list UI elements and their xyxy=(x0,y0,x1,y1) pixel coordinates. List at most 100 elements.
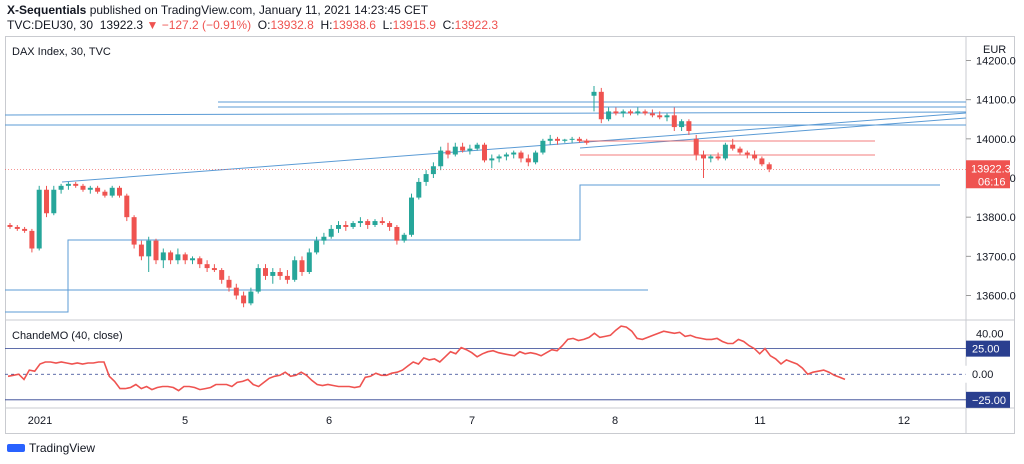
candle-body xyxy=(759,158,765,165)
candle-body xyxy=(109,187,115,196)
symbol-quote: TVC:DEU30, 30 13922.3 ▼ −127.2 (−0.91%) … xyxy=(7,18,498,32)
candle-body xyxy=(255,268,261,292)
candle-body xyxy=(182,254,188,261)
candle-body xyxy=(744,152,750,155)
candle-body xyxy=(489,158,495,161)
low-value: 13915.9 xyxy=(392,18,436,32)
trend-line-2 xyxy=(579,117,967,149)
candle-body xyxy=(525,158,531,163)
candle-body xyxy=(664,115,670,118)
last-price-tag xyxy=(966,160,1010,189)
time-tick-label: 11 xyxy=(754,415,765,427)
candle-body xyxy=(401,234,407,241)
candle-body xyxy=(693,138,699,155)
candle-body xyxy=(752,154,758,159)
down-arrow-icon: ▼ xyxy=(146,18,159,32)
candle-body xyxy=(36,189,42,249)
candle-body xyxy=(80,185,86,190)
candle-body xyxy=(160,252,166,261)
candle-body xyxy=(708,156,714,159)
candle-body xyxy=(387,223,393,227)
level-tag-label: 25.00 xyxy=(972,344,1000,356)
candle-body xyxy=(117,187,122,196)
countdown-label: 06:16 xyxy=(978,176,1006,188)
candle-body xyxy=(606,111,612,120)
candle-body xyxy=(766,164,772,170)
level-tag xyxy=(965,365,1011,383)
candle-body xyxy=(511,152,517,155)
candle-body xyxy=(102,191,108,196)
candle-body xyxy=(452,146,458,155)
candle-body xyxy=(299,260,305,272)
candle-body xyxy=(219,270,225,280)
candle-body xyxy=(416,181,422,198)
indicator-levels xyxy=(5,348,966,401)
candle-body xyxy=(679,121,685,128)
time-tick-label: 12 xyxy=(898,415,910,427)
candle-body xyxy=(146,240,152,257)
price-tick-label: 13800.0 xyxy=(976,212,1016,224)
candle-body xyxy=(620,111,626,114)
candle-body xyxy=(438,150,444,167)
candle-body xyxy=(336,225,341,229)
cmo-series-line xyxy=(7,325,846,392)
candle-body xyxy=(51,189,57,214)
candle-body xyxy=(642,111,648,114)
candle-body xyxy=(277,272,283,276)
candle-body xyxy=(292,260,298,280)
candle-body xyxy=(197,258,203,265)
candle-body xyxy=(124,195,130,218)
high-label: H: xyxy=(320,18,333,32)
candle-body xyxy=(321,236,327,241)
chart-frame xyxy=(5,36,1015,434)
candle-body xyxy=(715,156,721,159)
candle-body xyxy=(14,226,20,229)
candle-body xyxy=(175,254,181,261)
candle-body xyxy=(555,138,560,141)
candle-body xyxy=(657,115,663,118)
candle-body xyxy=(95,187,101,192)
price-tick-label: 14200.0 xyxy=(976,56,1016,68)
candle-body xyxy=(270,272,276,276)
low-label: L: xyxy=(382,18,393,32)
candle-body xyxy=(518,152,524,159)
candle-body xyxy=(409,197,414,235)
candle-body xyxy=(394,226,400,241)
time-axis: 2021 5 6 7 8 11 12 xyxy=(28,415,910,427)
candle-body xyxy=(467,148,473,151)
level-tag xyxy=(966,340,1010,357)
candle-body xyxy=(204,264,210,269)
candle-body xyxy=(211,268,217,271)
candle-body xyxy=(671,115,677,128)
close-label: C: xyxy=(442,18,455,32)
candle-body xyxy=(533,152,539,163)
candle-body xyxy=(365,221,371,225)
candle-body xyxy=(328,228,334,237)
candle-body xyxy=(591,91,597,96)
footer-brand[interactable]: TradingView xyxy=(7,441,95,455)
candle-body xyxy=(87,187,93,190)
candle-body xyxy=(649,113,655,116)
candle-body xyxy=(138,244,144,257)
price-tick-label: 13600.0 xyxy=(976,291,1016,303)
indicator-axis: 40.00 25.00 0.00 −25.00 xyxy=(965,328,1011,408)
candle-body xyxy=(153,240,159,261)
candle-body xyxy=(562,139,568,141)
level-tag xyxy=(966,391,1010,408)
level-tag-label: −25.00 xyxy=(972,395,1006,407)
cmo-line xyxy=(7,325,846,392)
candle-body xyxy=(248,291,254,304)
author-name[interactable]: X-Sequentials xyxy=(7,3,87,17)
price-change: −127.2 (−0.91%) xyxy=(161,18,252,32)
candle-body xyxy=(65,183,71,186)
price-pane-title: DAX Index, 30, TVC xyxy=(12,46,111,58)
last-price-tag-label: 13922.3 xyxy=(971,163,1011,175)
last-price: 13922.3 xyxy=(99,18,144,32)
chart-header: X-Sequentials published on TradingView.c… xyxy=(0,0,1024,36)
candle-body xyxy=(430,166,436,175)
candle-body xyxy=(29,230,35,249)
published-text: published on TradingView.com, January 11… xyxy=(86,3,429,17)
open-label: O: xyxy=(257,18,271,32)
candle-body xyxy=(372,221,378,225)
